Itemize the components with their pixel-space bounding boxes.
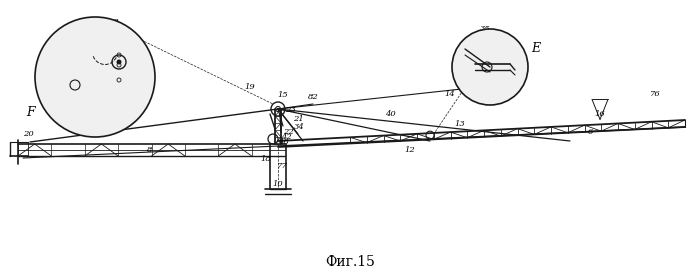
Circle shape xyxy=(35,17,155,137)
Text: 6: 6 xyxy=(587,128,593,136)
Text: 19: 19 xyxy=(244,83,256,91)
Text: 10: 10 xyxy=(272,180,284,188)
Text: 18: 18 xyxy=(260,155,272,163)
Text: 82: 82 xyxy=(307,93,318,101)
Text: 14: 14 xyxy=(444,90,456,98)
Text: 35: 35 xyxy=(480,25,491,33)
Text: 39: 39 xyxy=(496,48,507,56)
Text: Фиг.15: Фиг.15 xyxy=(325,255,375,269)
Text: 47: 47 xyxy=(48,65,58,73)
Text: 30: 30 xyxy=(52,38,64,46)
Text: 76: 76 xyxy=(650,90,660,98)
Circle shape xyxy=(452,29,528,105)
Circle shape xyxy=(116,60,122,64)
Text: 41: 41 xyxy=(463,65,473,73)
Text: 36: 36 xyxy=(465,45,475,53)
Text: F: F xyxy=(26,107,34,119)
Text: 34: 34 xyxy=(293,123,304,131)
Text: 15: 15 xyxy=(130,35,141,43)
Text: 28: 28 xyxy=(108,18,118,26)
Text: 15: 15 xyxy=(278,91,288,99)
Text: 13: 13 xyxy=(454,120,466,128)
Text: 22: 22 xyxy=(283,128,293,136)
Text: 18: 18 xyxy=(55,101,65,109)
Text: 12: 12 xyxy=(405,146,415,154)
Text: 42: 42 xyxy=(281,133,291,141)
Text: 8: 8 xyxy=(147,146,153,154)
Text: 16: 16 xyxy=(594,110,606,118)
Text: 21: 21 xyxy=(293,115,303,123)
Text: 23: 23 xyxy=(285,106,295,114)
Text: 40: 40 xyxy=(507,65,517,73)
Text: 48: 48 xyxy=(278,138,288,146)
Text: 77: 77 xyxy=(276,162,288,170)
Text: E: E xyxy=(531,42,540,54)
Text: 12: 12 xyxy=(480,83,491,91)
Text: 40: 40 xyxy=(384,110,395,118)
Text: 20: 20 xyxy=(22,130,34,138)
